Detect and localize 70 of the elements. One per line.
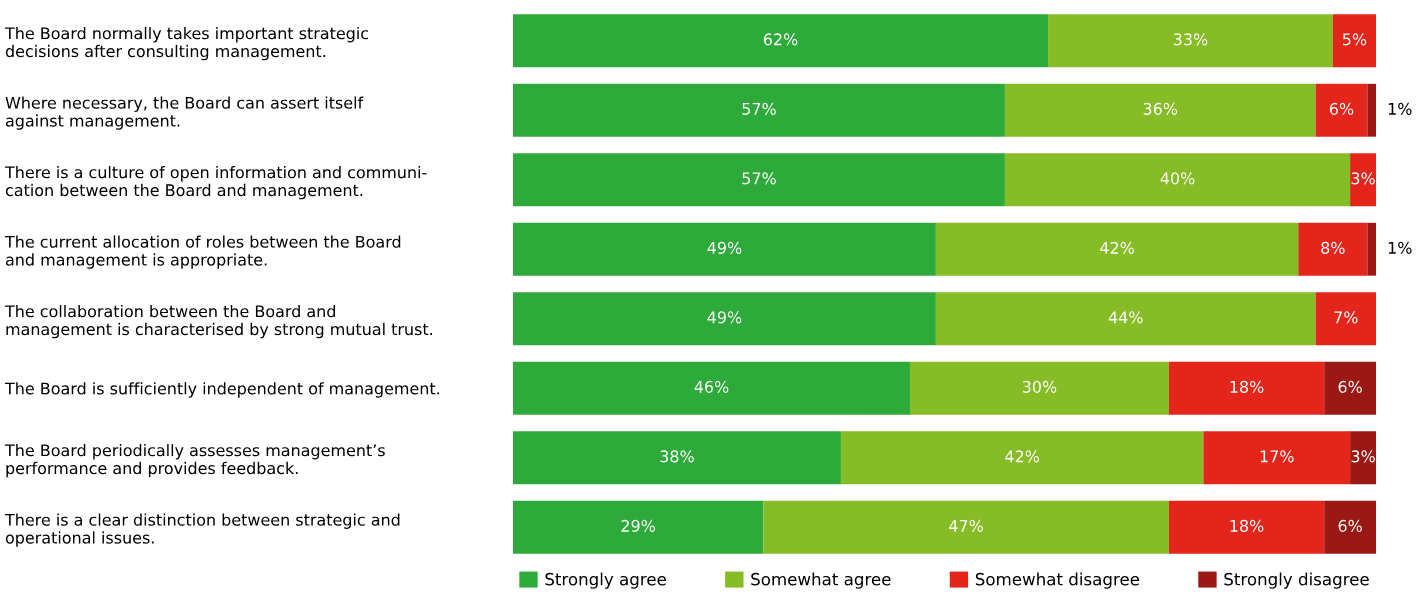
data-label: 1%	[1388, 241, 1412, 254]
bar	[909, 361, 1169, 415]
data-label: 44%	[1108, 311, 1143, 324]
y-tick-label: Where necessary, the Board can assert itself against management.	[5, 96, 364, 130]
bar	[1168, 500, 1325, 554]
legend-label: Somewhat agree	[751, 572, 891, 589]
legend-label: Strongly agree	[545, 572, 666, 589]
y-tick-label: There is a clear distinction between strategic and operational issues.	[4, 513, 400, 547]
data-label: 8%	[1321, 241, 1345, 254]
bar	[1324, 500, 1376, 554]
data-label: 18%	[1230, 380, 1264, 393]
y-tick-label: The Board periodically assesses management’s performance and provides feedback.	[4, 443, 385, 478]
data-label: 46%	[694, 380, 729, 393]
data-label: 33%	[1173, 33, 1208, 46]
data-label: 42%	[1100, 241, 1134, 254]
bar	[1298, 222, 1368, 276]
y-tick-label: The current allocation of roles between the Board and management is appropriate.	[4, 235, 401, 269]
bar	[1324, 361, 1376, 415]
bar	[763, 500, 1169, 554]
data-label: 17%	[1260, 450, 1294, 463]
bar	[1350, 153, 1376, 207]
data-label: 30%	[1022, 380, 1057, 393]
y-tick-label: There is a culture of open information and communi- cation between the Board and management.	[4, 165, 427, 200]
bar	[1048, 14, 1333, 68]
bar	[513, 292, 936, 346]
bar	[935, 292, 1316, 346]
data-label: 5%	[1342, 33, 1367, 46]
bar	[513, 500, 764, 554]
data-label: 1%	[1388, 102, 1412, 115]
data-label: 18%	[1230, 519, 1264, 532]
bar	[1367, 222, 1376, 276]
bar	[1332, 14, 1376, 68]
bar	[840, 431, 1204, 485]
bar	[513, 361, 910, 415]
data-label: 36%	[1143, 102, 1178, 115]
bar	[1315, 292, 1376, 346]
legend-label: Somewhat disagree	[975, 572, 1140, 589]
data-label: 3%	[1351, 450, 1375, 463]
data-label: 49%	[707, 311, 742, 324]
bar	[1004, 83, 1316, 137]
bar	[513, 153, 1005, 207]
data-label: 57%	[742, 102, 776, 115]
data-label: 38%	[660, 450, 694, 463]
bar	[1203, 431, 1351, 485]
data-label: 3%	[1351, 172, 1375, 185]
data-label: 6%	[1338, 380, 1362, 393]
data-label: 62%	[763, 33, 798, 46]
y-tick-label: The Board is sufficiently independent of management.	[4, 382, 440, 398]
data-label: 57%	[742, 172, 776, 185]
data-label: 6%	[1329, 102, 1354, 115]
y-tick-label: The collaboration between the Board and management is characterised by strong mutual trust.	[4, 304, 433, 339]
data-label: 7%	[1334, 311, 1358, 324]
bar	[513, 83, 1005, 137]
data-label: 42%	[1005, 450, 1040, 463]
bar	[513, 222, 936, 276]
bar	[1367, 83, 1376, 137]
legend-label: Strongly disagree	[1224, 572, 1369, 589]
bar	[1004, 153, 1351, 207]
bar	[935, 222, 1299, 276]
bar	[1168, 361, 1325, 415]
bar	[513, 14, 1049, 68]
data-label: 6%	[1338, 519, 1362, 532]
y-tick-label: The Board normally takes important strategic decisions after consulting management.	[4, 26, 369, 61]
data-label: 47%	[949, 519, 983, 532]
data-label: 49%	[707, 241, 742, 254]
data-label: 40%	[1160, 172, 1195, 185]
bar	[513, 431, 841, 485]
bar	[1350, 431, 1376, 485]
bar	[1315, 83, 1368, 137]
data-label: 29%	[621, 519, 655, 532]
